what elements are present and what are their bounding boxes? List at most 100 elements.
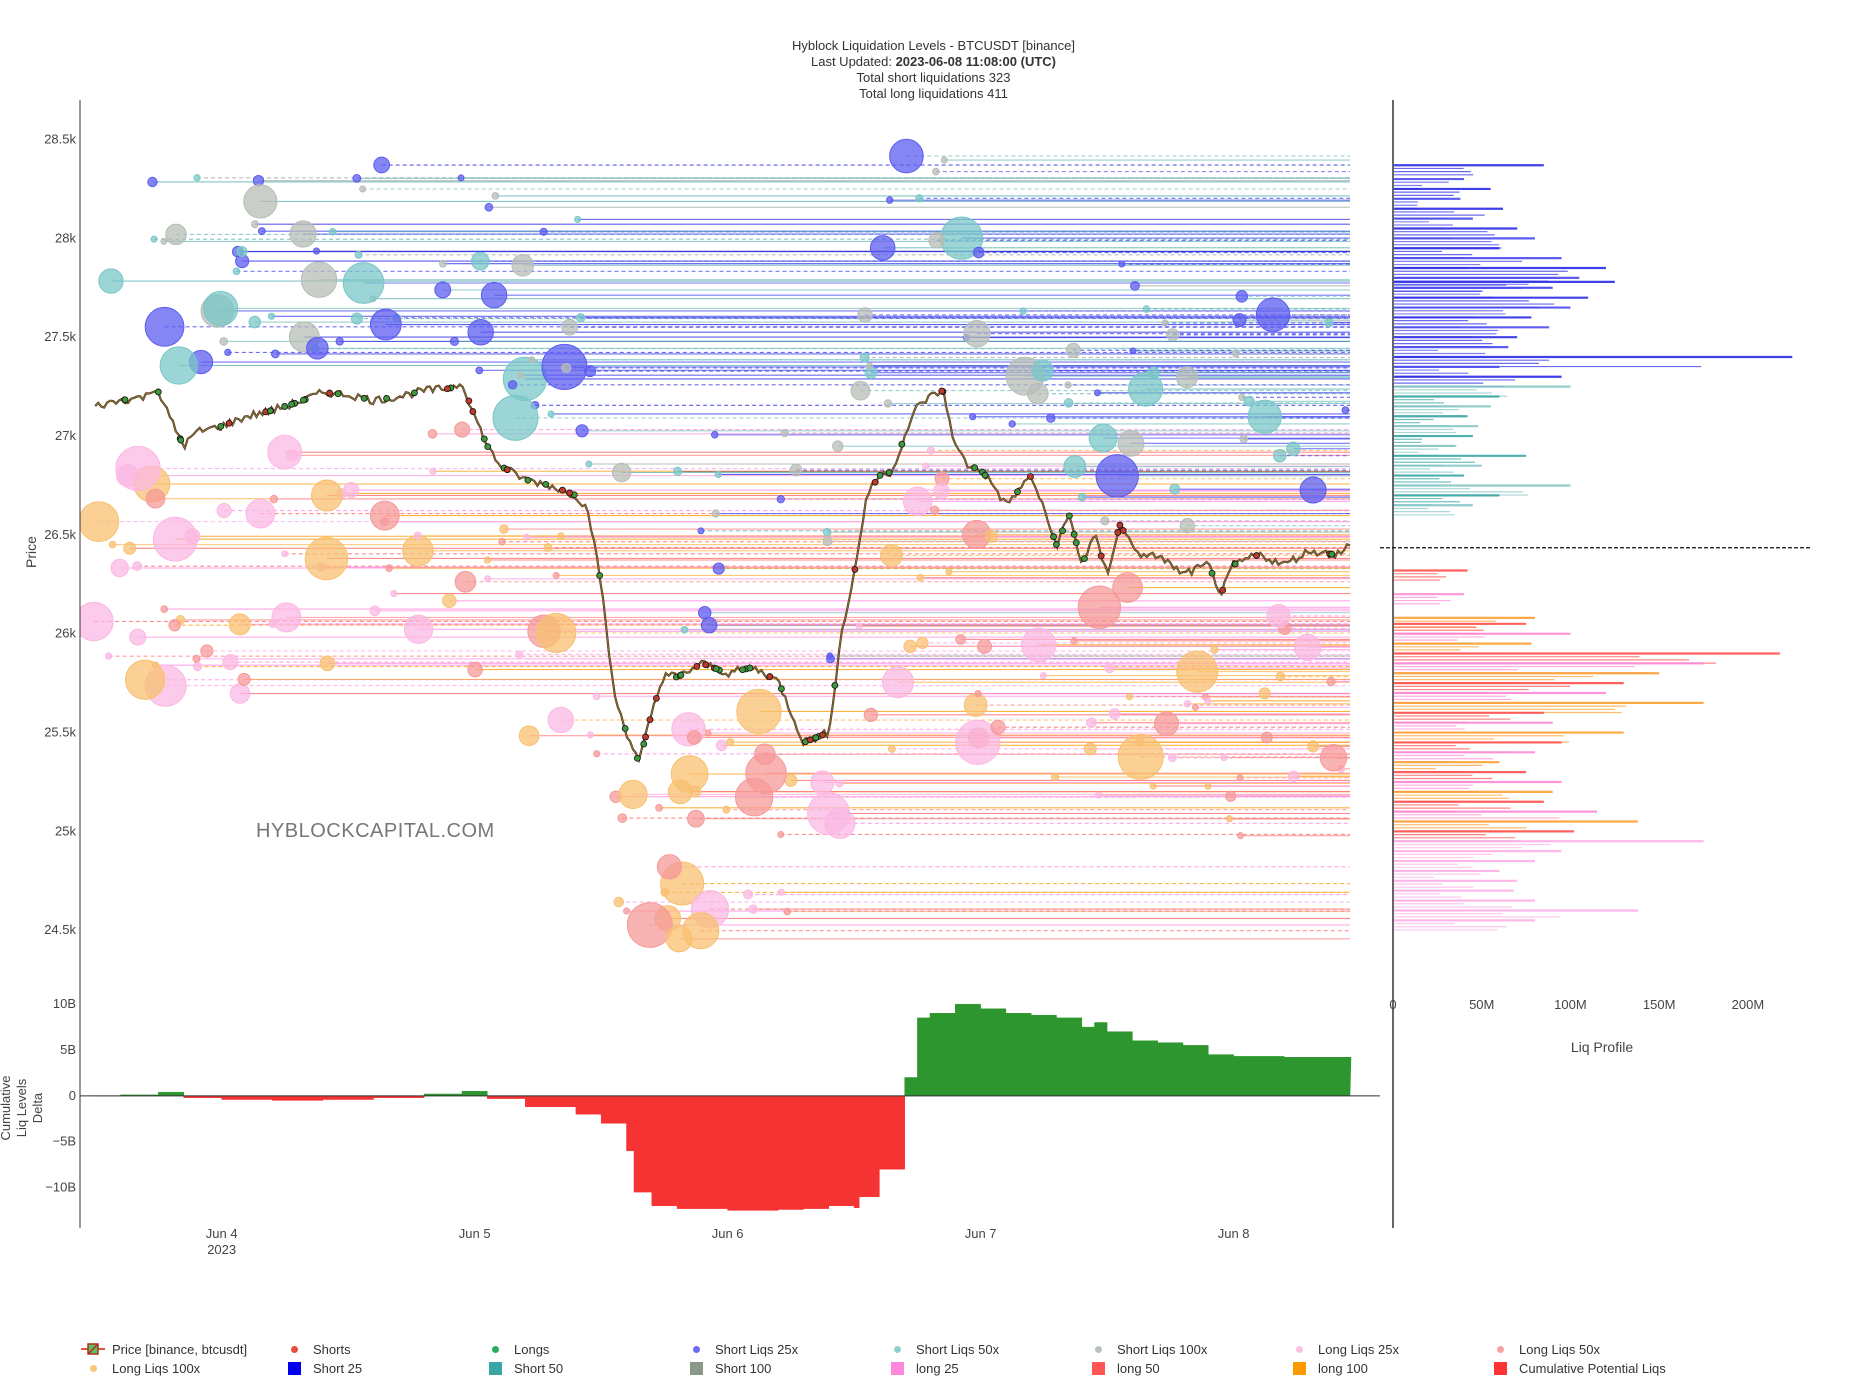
long-liq-bubble [933, 482, 950, 500]
short-liq-bubble [306, 336, 329, 360]
square-icon [1091, 1361, 1105, 1375]
legend-symbol-icon [884, 1342, 910, 1356]
price-tick-label: 25k [55, 823, 76, 838]
legend-symbol-icon [1286, 1361, 1312, 1375]
short-marker [1219, 586, 1227, 594]
short-liq-bubble [680, 626, 689, 634]
long-marker [121, 396, 129, 404]
long-liq-bubble [1225, 815, 1234, 823]
long-marker [898, 440, 906, 448]
short-liq-bubble [822, 527, 832, 537]
long-liq-bubble [1210, 645, 1219, 654]
legend-item[interactable]: Long Liqs 50x [1487, 1340, 1600, 1358]
long-marker [1208, 569, 1216, 577]
short-marker [642, 733, 649, 741]
short-liq-bubble [257, 227, 266, 236]
short-liq-bubble [511, 253, 535, 277]
legend-item[interactable]: Short Liqs 50x [884, 1340, 999, 1358]
long-liq-bubble [835, 779, 844, 788]
short-liq-bubble [470, 251, 490, 271]
legend-item[interactable]: Cumulative Potential Liqs [1487, 1359, 1666, 1377]
long-liq-bubble [945, 568, 953, 576]
long-liq-bubble [1167, 753, 1177, 763]
long-marker [1053, 541, 1060, 548]
legend-item[interactable]: long 100 [1286, 1359, 1368, 1377]
short-liq-bubble [1324, 318, 1334, 328]
short-liq-bubble [574, 215, 582, 223]
short-liq-bubble [822, 535, 833, 547]
price-tick-label: 24.5k [44, 922, 76, 937]
square-icon [890, 1361, 904, 1375]
short-liq-bubble [252, 174, 265, 187]
legend-item[interactable]: long 25 [884, 1359, 959, 1377]
long-liq-bubble [1112, 572, 1143, 603]
short-liq-bubble [159, 346, 198, 385]
short-liq-bubble [1247, 399, 1282, 434]
short-liq-bubble [354, 250, 363, 259]
short-liq-bubble [335, 337, 344, 346]
watermark: HYBLOCKCAPITAL.COM [256, 820, 495, 842]
short-marker [225, 419, 233, 427]
short-marker [1119, 527, 1127, 534]
short-marker [1116, 521, 1124, 529]
long-liq-bubble [855, 622, 863, 630]
legend-item[interactable]: Long Liqs 25x [1286, 1340, 1399, 1358]
legend-label: long 25 [916, 1360, 959, 1376]
short-liq-bubble [165, 223, 187, 246]
long-liq-bubble [523, 533, 531, 541]
short-liq-bubble [972, 246, 985, 259]
legend-label: Longs [514, 1341, 550, 1357]
delta-tick-label: 10B [53, 996, 76, 1011]
long-liq-bubble [222, 654, 239, 671]
short-liq-bubble [1169, 483, 1181, 495]
long-marker [640, 740, 648, 748]
long-liq-bubble [547, 706, 575, 734]
short-liq-bubble [202, 290, 239, 327]
legend-item[interactable]: Short 100 [683, 1359, 771, 1377]
legend-item[interactable]: Short Liqs 25x [683, 1340, 798, 1358]
short-liq-bubble [883, 399, 893, 408]
delta-tick-label: 0 [69, 1088, 76, 1103]
long-liq-bubble [304, 536, 349, 581]
long-liq-bubble [748, 904, 758, 914]
liq-profile [1394, 164, 1793, 931]
long-marker [885, 469, 893, 476]
short-marker [766, 673, 774, 680]
long-liq-bubble [1266, 603, 1291, 628]
legend-symbol-icon [482, 1361, 508, 1375]
legend-item[interactable]: Long Liqs 100x [80, 1359, 200, 1377]
legend-item[interactable]: Short Liqs 100x [1085, 1340, 1207, 1358]
short-liq-bubble [575, 313, 586, 323]
short-liq-bubble [1341, 406, 1350, 415]
long-liq-bubble [427, 429, 438, 439]
legend-item[interactable]: Shorts [281, 1340, 351, 1358]
short-marker [326, 389, 334, 397]
cumulative-delta [94, 1003, 1352, 1211]
delta-axis-label: Liq Levels [14, 1078, 29, 1137]
long-marker [484, 443, 492, 451]
price-tick-label: 25.5k [44, 725, 76, 740]
legend-item[interactable]: Longs [482, 1340, 549, 1358]
price-legend-icon [81, 1343, 105, 1355]
long-marker [154, 388, 162, 396]
long-marker [1080, 555, 1088, 562]
long-liq-bubble [1117, 733, 1164, 780]
short-marker [819, 731, 826, 739]
long-marker [177, 436, 185, 444]
long-liq-bubble [777, 830, 785, 838]
legend-item[interactable]: long 50 [1085, 1359, 1160, 1377]
long-liq-bubble [623, 907, 631, 915]
short-liq-bubble [160, 237, 168, 245]
short-liq-bubble [711, 509, 720, 518]
legend-label: Short Liqs 25x [715, 1341, 799, 1357]
short-liq-bubble [585, 460, 593, 468]
long-liq-bubble [736, 688, 782, 735]
legend-item[interactable]: Price [binance, btcusdt] [80, 1340, 247, 1358]
short-liq-bubble [1130, 280, 1140, 291]
long-liq-bubble [1153, 711, 1179, 737]
legend-item[interactable]: Short 50 [482, 1359, 563, 1377]
short-liq-bubble [561, 362, 572, 374]
date-tick-label: Jun 8 [1218, 1226, 1250, 1241]
short-liq-bubble [352, 174, 362, 183]
legend-item[interactable]: Short 25 [281, 1359, 362, 1377]
